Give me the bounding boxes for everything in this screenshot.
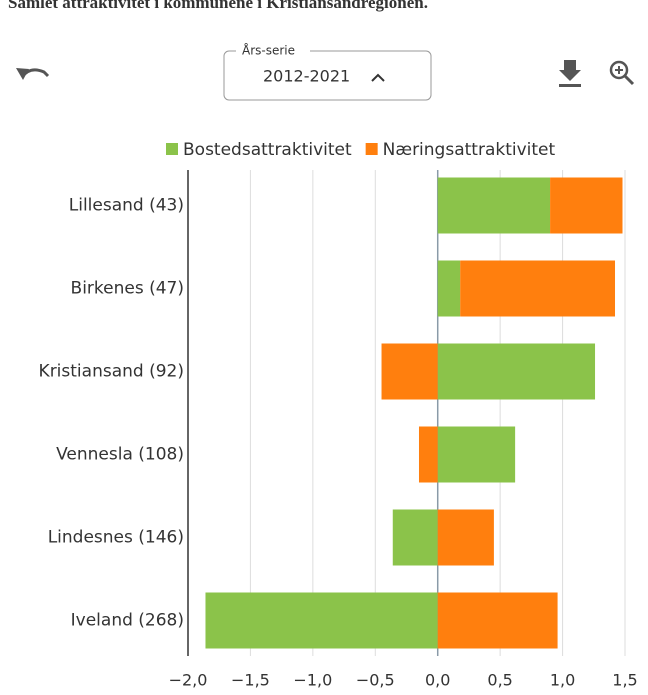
chart-title: Samlet attraktivitet i kommunene i Krist… <box>8 0 428 12</box>
bar <box>437 260 461 317</box>
legend-label: Bostedsattraktivitet <box>183 140 352 160</box>
y-tick-label: Kristiansand (92) <box>39 362 184 382</box>
zoom-button[interactable] <box>609 60 635 86</box>
y-tick-label: Vennesla (108) <box>56 445 184 465</box>
bar <box>437 592 558 649</box>
bar <box>437 426 516 483</box>
bar <box>437 509 494 566</box>
bar <box>437 177 551 234</box>
download-button[interactable] <box>559 60 581 87</box>
bar <box>381 343 438 400</box>
x-tick-label: 1,5 <box>612 671 637 690</box>
bar <box>437 343 596 400</box>
bar <box>418 426 438 483</box>
select-value: 2012-2021 <box>263 67 350 86</box>
undo-button[interactable] <box>16 68 50 80</box>
legend-swatch <box>365 143 378 155</box>
x-tick-label: 1,0 <box>550 671 575 690</box>
y-tick-label: Birkenes (47) <box>71 279 184 299</box>
legend-swatch <box>166 143 178 155</box>
y-tick-label: Iveland (268) <box>71 611 184 631</box>
bar <box>392 509 438 566</box>
y-tick-label: Lillesand (43) <box>69 196 184 216</box>
legend-label: Næringsattraktivitet <box>383 140 556 160</box>
select-label: Års-serie <box>242 43 295 58</box>
series-select[interactable]: Års-serie 2012-2021 <box>223 43 432 101</box>
y-tick-label: Lindesnes (146) <box>48 528 184 548</box>
x-tick-label: −1,0 <box>293 671 332 690</box>
x-tick-label: 0,0 <box>425 671 450 690</box>
x-tick-label: 0,5 <box>487 671 512 690</box>
x-tick-label: −1,5 <box>231 671 270 690</box>
x-tick-label: −0,5 <box>356 671 395 690</box>
x-tick-label: −2,0 <box>169 671 208 690</box>
bar <box>460 260 616 317</box>
bar <box>550 177 623 234</box>
bar <box>205 592 438 649</box>
